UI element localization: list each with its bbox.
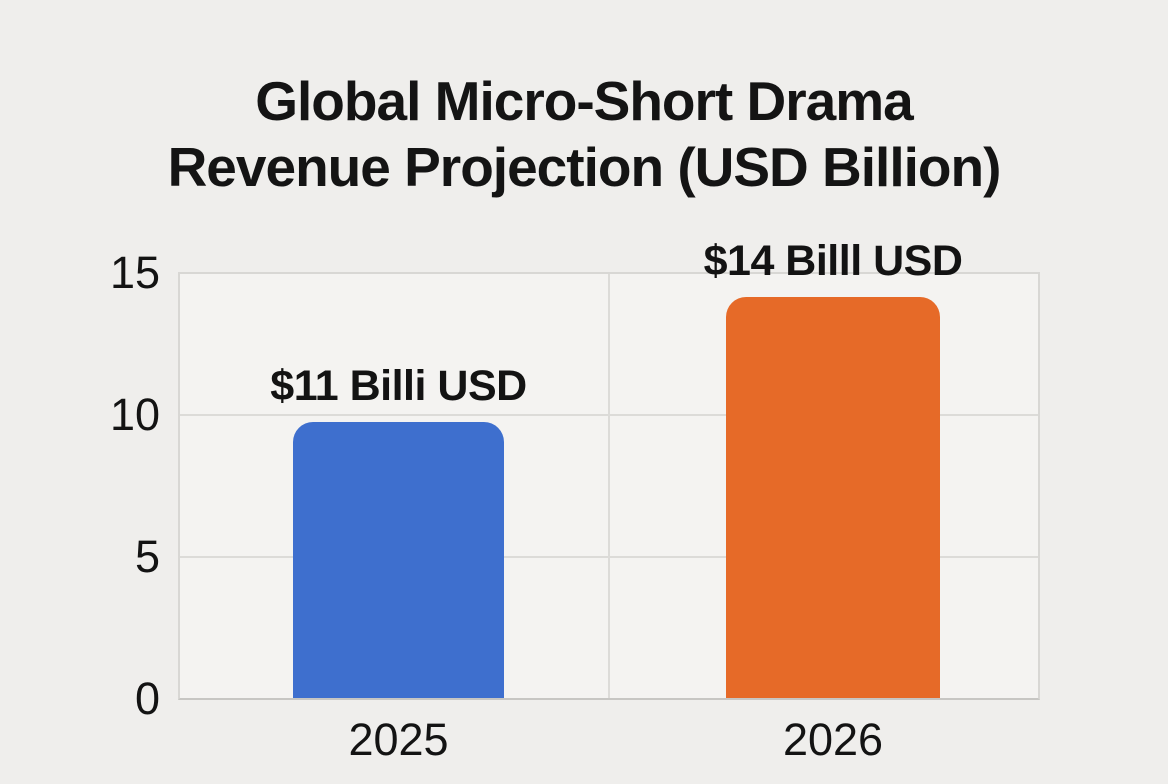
chart-title-line-2: Revenue Projection (USD Billion) [167,136,1002,198]
y-axis-tick-0: 0 [134,673,160,724]
bar-2025 [293,421,504,698]
x-axis-tick-2025: 2025 [348,714,449,765]
y-axis-tick-15: 15 [109,247,160,298]
y-axis-tick-10: 10 [109,389,160,440]
bar-2026 [726,296,940,698]
bar-group-2025: $11 Billi USD 2025 [270,274,527,765]
y-axis-tick-5: 5 [134,531,160,582]
gridline-x-mid [608,274,610,698]
plot-area: $11 Billi USD 2025 $14 Billl USD 2026 [178,237,1040,765]
bar-value-label-2025: $11 Billi USD [270,361,527,410]
chart-title-line-1: Global Micro-Short Drama [255,70,913,132]
chart-title: Global Micro-Short Drama Revenue Project… [0,68,1168,200]
x-axis-tick-2026: 2026 [782,714,884,765]
bar-value-label-2026: $14 Billl USD [703,236,963,285]
bar-group-2026: $14 Billl USD 2026 [704,237,963,765]
